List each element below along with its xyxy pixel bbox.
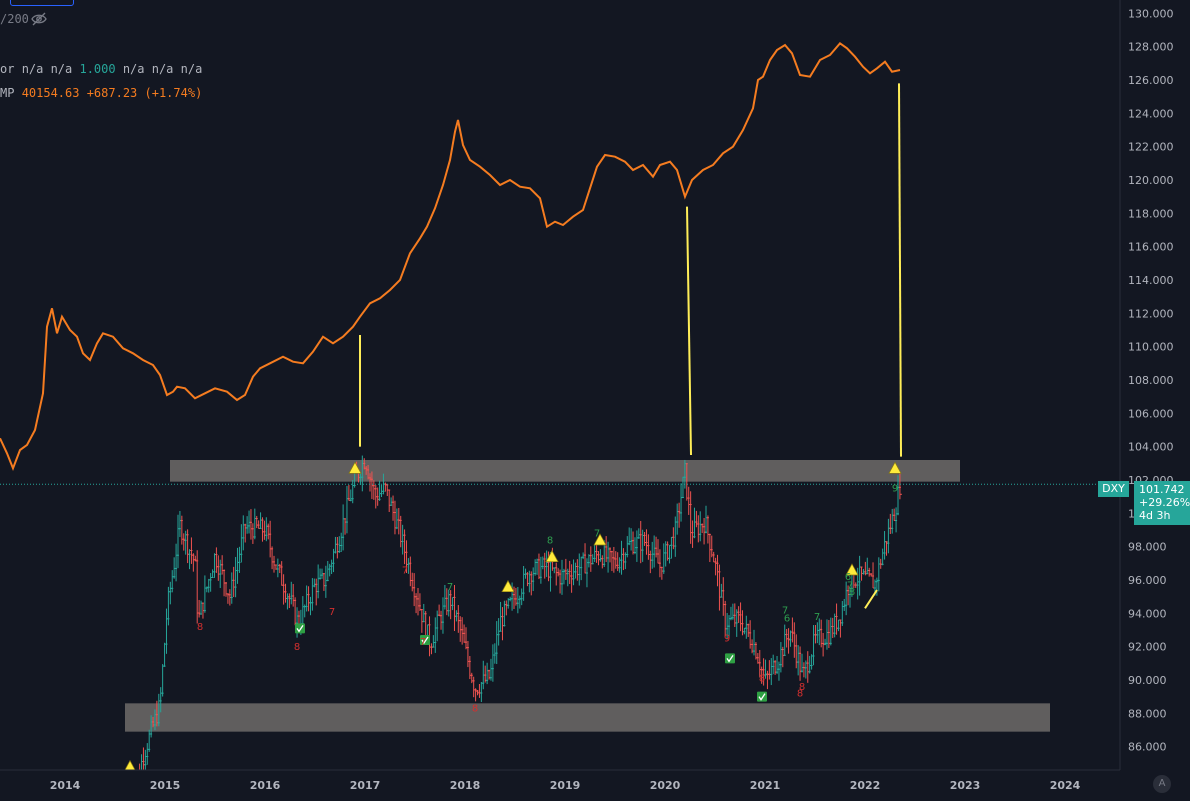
y-tick-label: 90.000 [1128, 674, 1167, 687]
check-mark [296, 624, 304, 633]
count-label: 8 [849, 587, 855, 598]
y-tick-label: 126.000 [1128, 74, 1174, 87]
count-label: 7 [402, 565, 408, 576]
series-name: MP [0, 86, 22, 100]
x-tick-label: 2023 [950, 779, 981, 792]
y-tick-label: 86.000 [1128, 741, 1167, 754]
check-icon [725, 653, 735, 664]
y-tick-label: 110.000 [1128, 341, 1174, 354]
count-label: 9 [892, 484, 898, 495]
symbol-tag: DXY [1098, 481, 1129, 497]
warning-icon [593, 533, 607, 546]
x-tick-label: 2020 [650, 779, 681, 792]
x-tick-label: 2021 [750, 779, 781, 792]
header-partial: /200 [0, 12, 29, 26]
trend-guide-line [864, 589, 878, 609]
y-tick-label: 114.000 [1128, 274, 1174, 287]
price-axis [1120, 0, 1190, 801]
x-tick-label: 2024 [1050, 779, 1081, 792]
count-label: 8 [472, 704, 478, 715]
support-zone [125, 703, 1050, 732]
last-price-tag: 101.742 +29.26% 4d 3h [1134, 481, 1190, 525]
count-label: 8 [797, 689, 803, 700]
y-tick-label: 116.000 [1128, 241, 1174, 254]
y-tick-label: 118.000 [1128, 207, 1174, 220]
indicator-values-a: n/a n/a [21, 62, 80, 76]
count-label: 7 [447, 582, 453, 593]
y-tick-label: 94.000 [1128, 607, 1167, 620]
time-axis [0, 770, 1120, 801]
resistance-zone [170, 460, 960, 482]
check-icon [757, 691, 767, 702]
eye-off-icon[interactable] [30, 10, 48, 28]
check-mark [726, 654, 734, 663]
count-label: 8 [547, 535, 553, 546]
y-tick-label: 96.000 [1128, 574, 1167, 587]
warning-icon [545, 549, 559, 563]
check-mark [421, 636, 429, 645]
x-tick-label: 2015 [150, 779, 181, 792]
count-label: 7 [847, 580, 853, 591]
series-legend: MP 40154.63 +687.23 (+1.74%) [0, 86, 202, 100]
count-label: 7 [329, 607, 335, 618]
count-label: 7 [420, 637, 426, 648]
count-label: 7 [814, 612, 820, 623]
indicator-name: or [0, 62, 22, 76]
x-tick-label: 2022 [850, 779, 881, 792]
divergence-guide-line [898, 83, 902, 457]
indicator-values-c: n/a n/a n/a [115, 62, 203, 76]
y-tick-label: 112.000 [1128, 307, 1174, 320]
y-tick-label: 92.000 [1128, 641, 1167, 654]
x-tick-label: 2016 [250, 779, 281, 792]
count-label: 8 [294, 642, 300, 653]
check-icon [295, 623, 305, 634]
count-label: 6 [784, 614, 790, 625]
y-tick-label: 120.000 [1128, 174, 1174, 187]
warning-icon [845, 563, 859, 576]
x-tick-label: 2014 [50, 779, 81, 792]
series-values: 40154.63 +687.23 (+1.74%) [21, 86, 203, 100]
y-tick-label: 88.000 [1128, 707, 1167, 720]
last-price: 101.742 [1139, 483, 1185, 496]
y-tick-label: 122.000 [1128, 141, 1174, 154]
count-label: 8 [197, 622, 203, 633]
y-tick-label: 124.000 [1128, 107, 1174, 120]
x-tick-label: 2018 [450, 779, 481, 792]
warning-icon [501, 579, 515, 593]
count-label: 9 [724, 634, 730, 645]
check-mark [758, 693, 766, 701]
y-tick-label: 106.000 [1128, 407, 1174, 420]
x-tick-label: 2019 [550, 779, 581, 792]
y-tick-label: 104.000 [1128, 441, 1174, 454]
count-label: 7 [782, 605, 788, 616]
y-tick-label: 108.000 [1128, 374, 1174, 387]
y-tick-label: 98.000 [1128, 541, 1167, 554]
count-label: 7 [594, 529, 600, 540]
candles [129, 455, 902, 801]
count-label: 8 [759, 674, 765, 685]
bar-countdown: 4d 3h [1139, 509, 1171, 522]
indicator-legend: or n/a n/a 1.000 n/a n/a n/a [0, 62, 202, 76]
auto-scale-button[interactable]: A [1153, 775, 1171, 793]
warning-icon [888, 461, 902, 474]
divergence-guide-line [686, 206, 692, 456]
warning-icon [348, 461, 362, 474]
count-label: 8 [799, 682, 805, 693]
toolbar-button[interactable] [10, 0, 74, 6]
indicator-value-highlight: 1.000 [79, 62, 116, 76]
x-tick-label: 2017 [350, 779, 381, 792]
count-label: 6 [845, 572, 851, 583]
y-tick-label: 130.000 [1128, 7, 1174, 20]
orange-line-series [0, 41, 901, 472]
price-change: +29.26% [1139, 496, 1190, 509]
y-tick-label: 128.000 [1128, 41, 1174, 54]
